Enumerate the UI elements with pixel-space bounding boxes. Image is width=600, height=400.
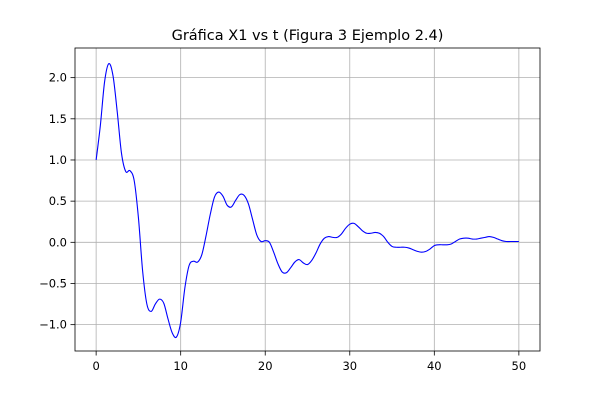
x-tick-label: 50 [512, 359, 527, 373]
x-tick-label: 0 [92, 359, 99, 373]
y-tick-label: 1.5 [49, 112, 67, 126]
x-tick-label: 20 [258, 359, 273, 373]
x-tick-label: 30 [342, 359, 357, 373]
series-line [95, 63, 519, 339]
plot-frame [74, 47, 541, 352]
tick-layer: 0 10 20 30 40 50 −1.0 −0.5 0.0 0.5 1.0 1.5 2.0 [39, 71, 526, 373]
y-tick-label: 0.5 [49, 194, 67, 208]
grid-layer [75, 48, 540, 351]
y-tick-label: 0.0 [49, 235, 67, 249]
x-tick-label: 10 [173, 359, 188, 373]
series-layer [95, 63, 519, 339]
y-tick-label: 1.0 [49, 153, 67, 167]
x-tick-label: 40 [427, 359, 442, 373]
y-tick-label: 2.0 [49, 71, 67, 85]
y-tick-label: −0.5 [39, 276, 67, 290]
y-tick-label: −1.0 [39, 318, 67, 332]
chart-title: Gráfica X1 vs t (Figura 3 Ejemplo 2.4) [172, 28, 444, 44]
